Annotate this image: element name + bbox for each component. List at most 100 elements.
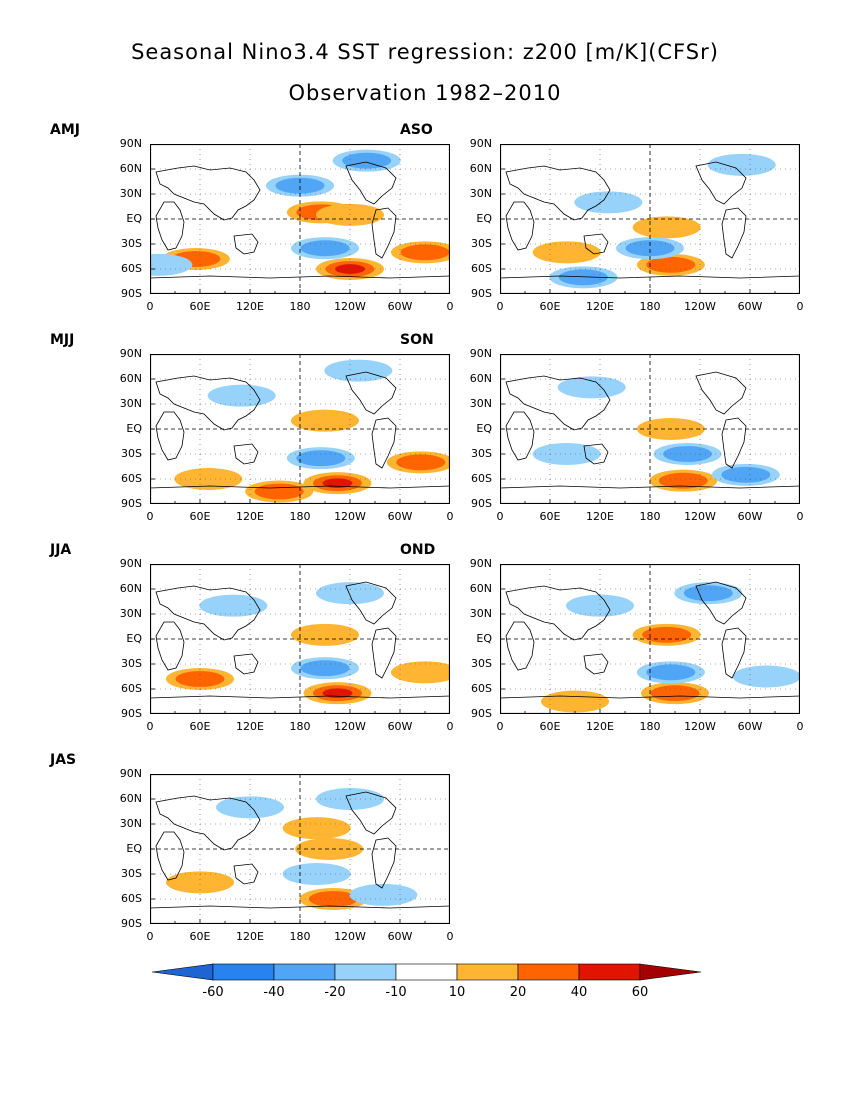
negative-anomaly-contour xyxy=(342,152,392,169)
negative-anomaly-contour xyxy=(296,450,346,467)
y-tick-label: 90N xyxy=(469,347,492,360)
y-tick-label: 60N xyxy=(119,162,142,175)
x-tick-label: 60W xyxy=(387,720,413,733)
y-tick-label: 60N xyxy=(119,792,142,805)
y-tick-label: EQ xyxy=(126,212,142,225)
positive-anomaly-contour xyxy=(532,241,601,264)
y-tick-label: 90S xyxy=(471,497,492,510)
x-tick-label: 180 xyxy=(639,300,661,313)
map-frame xyxy=(500,564,800,714)
negative-anomaly-contour xyxy=(663,446,712,462)
panel-label: AMJ xyxy=(50,122,80,138)
coastline xyxy=(155,375,261,431)
map-panel-aso: ASO 90N 60N 30N EQ 30S 60S 90S 0 60E 120E 180 120W 60… xyxy=(400,122,804,322)
colorbar-segment xyxy=(334,963,397,981)
positive-anomaly-contour xyxy=(322,478,353,489)
negative-anomaly-contour xyxy=(707,153,776,176)
x-tick-label: 180 xyxy=(639,720,661,733)
x-tick-label: 60E xyxy=(189,930,211,943)
x-tick-label: 120E xyxy=(236,720,264,733)
x-tick-label: 0 xyxy=(796,510,804,523)
negative-anomaly-contour xyxy=(150,253,193,276)
colorbar-tick-label: 60 xyxy=(632,985,649,1000)
positive-anomaly-contour xyxy=(646,256,696,273)
regression-map xyxy=(150,564,450,714)
colorbar: -60 -40 -20 -10 10 20 40 60 xyxy=(152,963,702,1000)
panel-label: JJA xyxy=(50,542,72,558)
x-tick-label: 0 xyxy=(496,720,504,733)
x-tick-label: 0 xyxy=(146,510,154,523)
y-tick-label: 30N xyxy=(119,187,142,200)
x-tick-label: 60W xyxy=(387,300,413,313)
x-tick-label: 0 xyxy=(446,720,454,733)
positive-anomaly-contour xyxy=(391,661,450,684)
positive-anomaly-contour xyxy=(295,838,364,860)
positive-anomaly-contour xyxy=(291,409,359,432)
positive-anomaly-contour xyxy=(166,871,234,894)
regression-map xyxy=(500,564,800,714)
panel-label: ASO xyxy=(400,122,433,138)
y-tick-label: 60N xyxy=(119,372,142,385)
map-panel-jja: JJA 90N 60N 30N EQ 30S 60S 90S 0 60E 120E 180 120W 60… xyxy=(50,542,454,742)
y-tick-label: 90S xyxy=(121,287,142,300)
x-tick-label: 60W xyxy=(737,720,763,733)
x-tick-label: 0 xyxy=(496,510,504,523)
colorbar-tick-label: -40 xyxy=(263,985,284,1000)
y-tick-label: 30N xyxy=(469,187,492,200)
x-tick-label: 120W xyxy=(334,720,366,733)
y-tick-label: 30S xyxy=(121,867,142,880)
coastline xyxy=(155,585,261,641)
y-tick-label: 30S xyxy=(121,657,142,670)
y-tick-label: 60S xyxy=(471,472,492,485)
contour-layer xyxy=(532,376,780,492)
coastline xyxy=(695,581,747,625)
colorbar-segment xyxy=(273,963,336,981)
map-frame xyxy=(150,564,450,714)
coastline xyxy=(155,411,185,461)
y-tick-label: 90S xyxy=(471,287,492,300)
x-tick-label: 120E xyxy=(586,720,614,733)
map-frame xyxy=(500,144,800,294)
y-tick-label: 30S xyxy=(121,447,142,460)
positive-anomaly-contour xyxy=(400,244,450,261)
colorbar-tick-label: 10 xyxy=(449,985,466,1000)
x-tick-label: 0 xyxy=(796,720,804,733)
positive-anomaly-contour xyxy=(632,216,701,239)
coastline xyxy=(345,371,397,415)
map-frame xyxy=(150,774,450,924)
y-tick-label: 90S xyxy=(121,917,142,930)
negative-anomaly-contour xyxy=(566,594,634,617)
positive-anomaly-contour xyxy=(396,454,446,471)
positive-anomaly-contour xyxy=(174,468,243,490)
x-tick-label: 180 xyxy=(289,930,311,943)
x-tick-label: 0 xyxy=(796,300,804,313)
x-tick-label: 120E xyxy=(236,510,264,523)
figure-title: Seasonal Nino3.4 SST regression: z200 [m… xyxy=(131,40,719,64)
coastline xyxy=(583,443,609,465)
negative-anomaly-contour xyxy=(532,443,601,465)
positive-anomaly-contour xyxy=(658,472,708,489)
y-tick-label: EQ xyxy=(476,422,492,435)
coastline xyxy=(155,165,261,221)
coastline xyxy=(345,581,397,625)
coastline xyxy=(721,207,747,259)
coastline xyxy=(155,831,185,881)
figure-subtitle: Observation 1982–2010 xyxy=(288,81,562,105)
x-tick-label: 60E xyxy=(189,300,211,313)
positive-anomaly-contour xyxy=(650,685,700,702)
y-tick-label: 30N xyxy=(469,607,492,620)
x-tick-label: 60W xyxy=(737,510,763,523)
x-tick-label: 180 xyxy=(289,720,311,733)
coastline xyxy=(371,207,397,259)
x-tick-label: 60W xyxy=(387,930,413,943)
x-tick-label: 0 xyxy=(146,720,154,733)
contour-layer xyxy=(174,359,450,503)
coastline xyxy=(233,653,259,675)
y-tick-label: 60N xyxy=(469,162,492,175)
y-tick-label: 90S xyxy=(121,497,142,510)
panel-label: SON xyxy=(400,332,434,348)
coastline xyxy=(695,161,747,205)
y-tick-label: EQ xyxy=(126,842,142,855)
y-tick-label: 60S xyxy=(471,682,492,695)
coastline xyxy=(155,201,185,251)
